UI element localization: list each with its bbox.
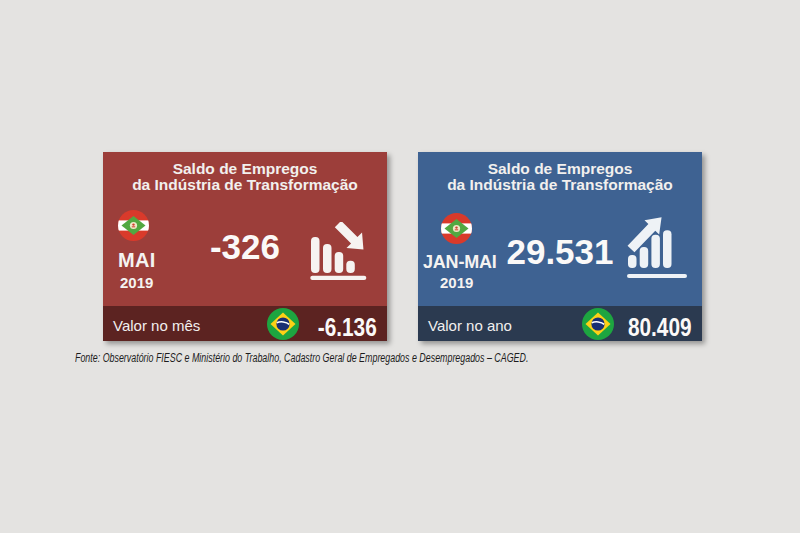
card-footer: Valor no ano 80.409 <box>418 306 702 341</box>
period-label: JAN-MAI <box>423 251 497 273</box>
year-balance-value: 29.531 <box>506 234 613 269</box>
infographic-canvas: Saldo de Empregos da Indústria de Transf… <box>0 0 800 533</box>
card-title-line1: Saldo de Empregos <box>103 161 387 177</box>
trend-up-icon <box>627 215 687 278</box>
period-label: MAI <box>118 249 156 271</box>
brazil-flag-icon <box>267 308 299 340</box>
card-title: Saldo de Empregos da Indústria de Transf… <box>103 161 387 192</box>
footer-year-value: 80.409 <box>628 314 692 340</box>
card-month-balance: Saldo de Empregos da Indústria de Transf… <box>103 152 387 341</box>
card-title-line1: Saldo de Empregos <box>418 161 702 177</box>
card-title-line2: da Indústria de Transformação <box>103 177 387 193</box>
santa-catarina-flag-icon <box>118 210 149 241</box>
card-footer: Valor no mês -6.136 <box>103 306 387 341</box>
brazil-flag-icon <box>582 308 614 340</box>
footer-label: Valor no mês <box>113 317 200 334</box>
footer-label: Valor no ano <box>428 317 512 334</box>
source-note: Fonte: Observatório FIESC e Ministério d… <box>75 352 528 365</box>
santa-catarina-flag-icon <box>441 213 472 244</box>
year-label: 2019 <box>440 275 473 290</box>
footer-month-value: -6.136 <box>318 314 377 340</box>
card-title-line2: da Indústria de Transformação <box>418 177 702 193</box>
trend-down-icon <box>310 222 367 280</box>
year-label: 2019 <box>120 275 153 290</box>
card-year-balance: Saldo de Empregos da Indústria de Transf… <box>418 152 702 341</box>
month-balance-value: -326 <box>210 229 280 264</box>
card-title: Saldo de Empregos da Indústria de Transf… <box>418 161 702 192</box>
